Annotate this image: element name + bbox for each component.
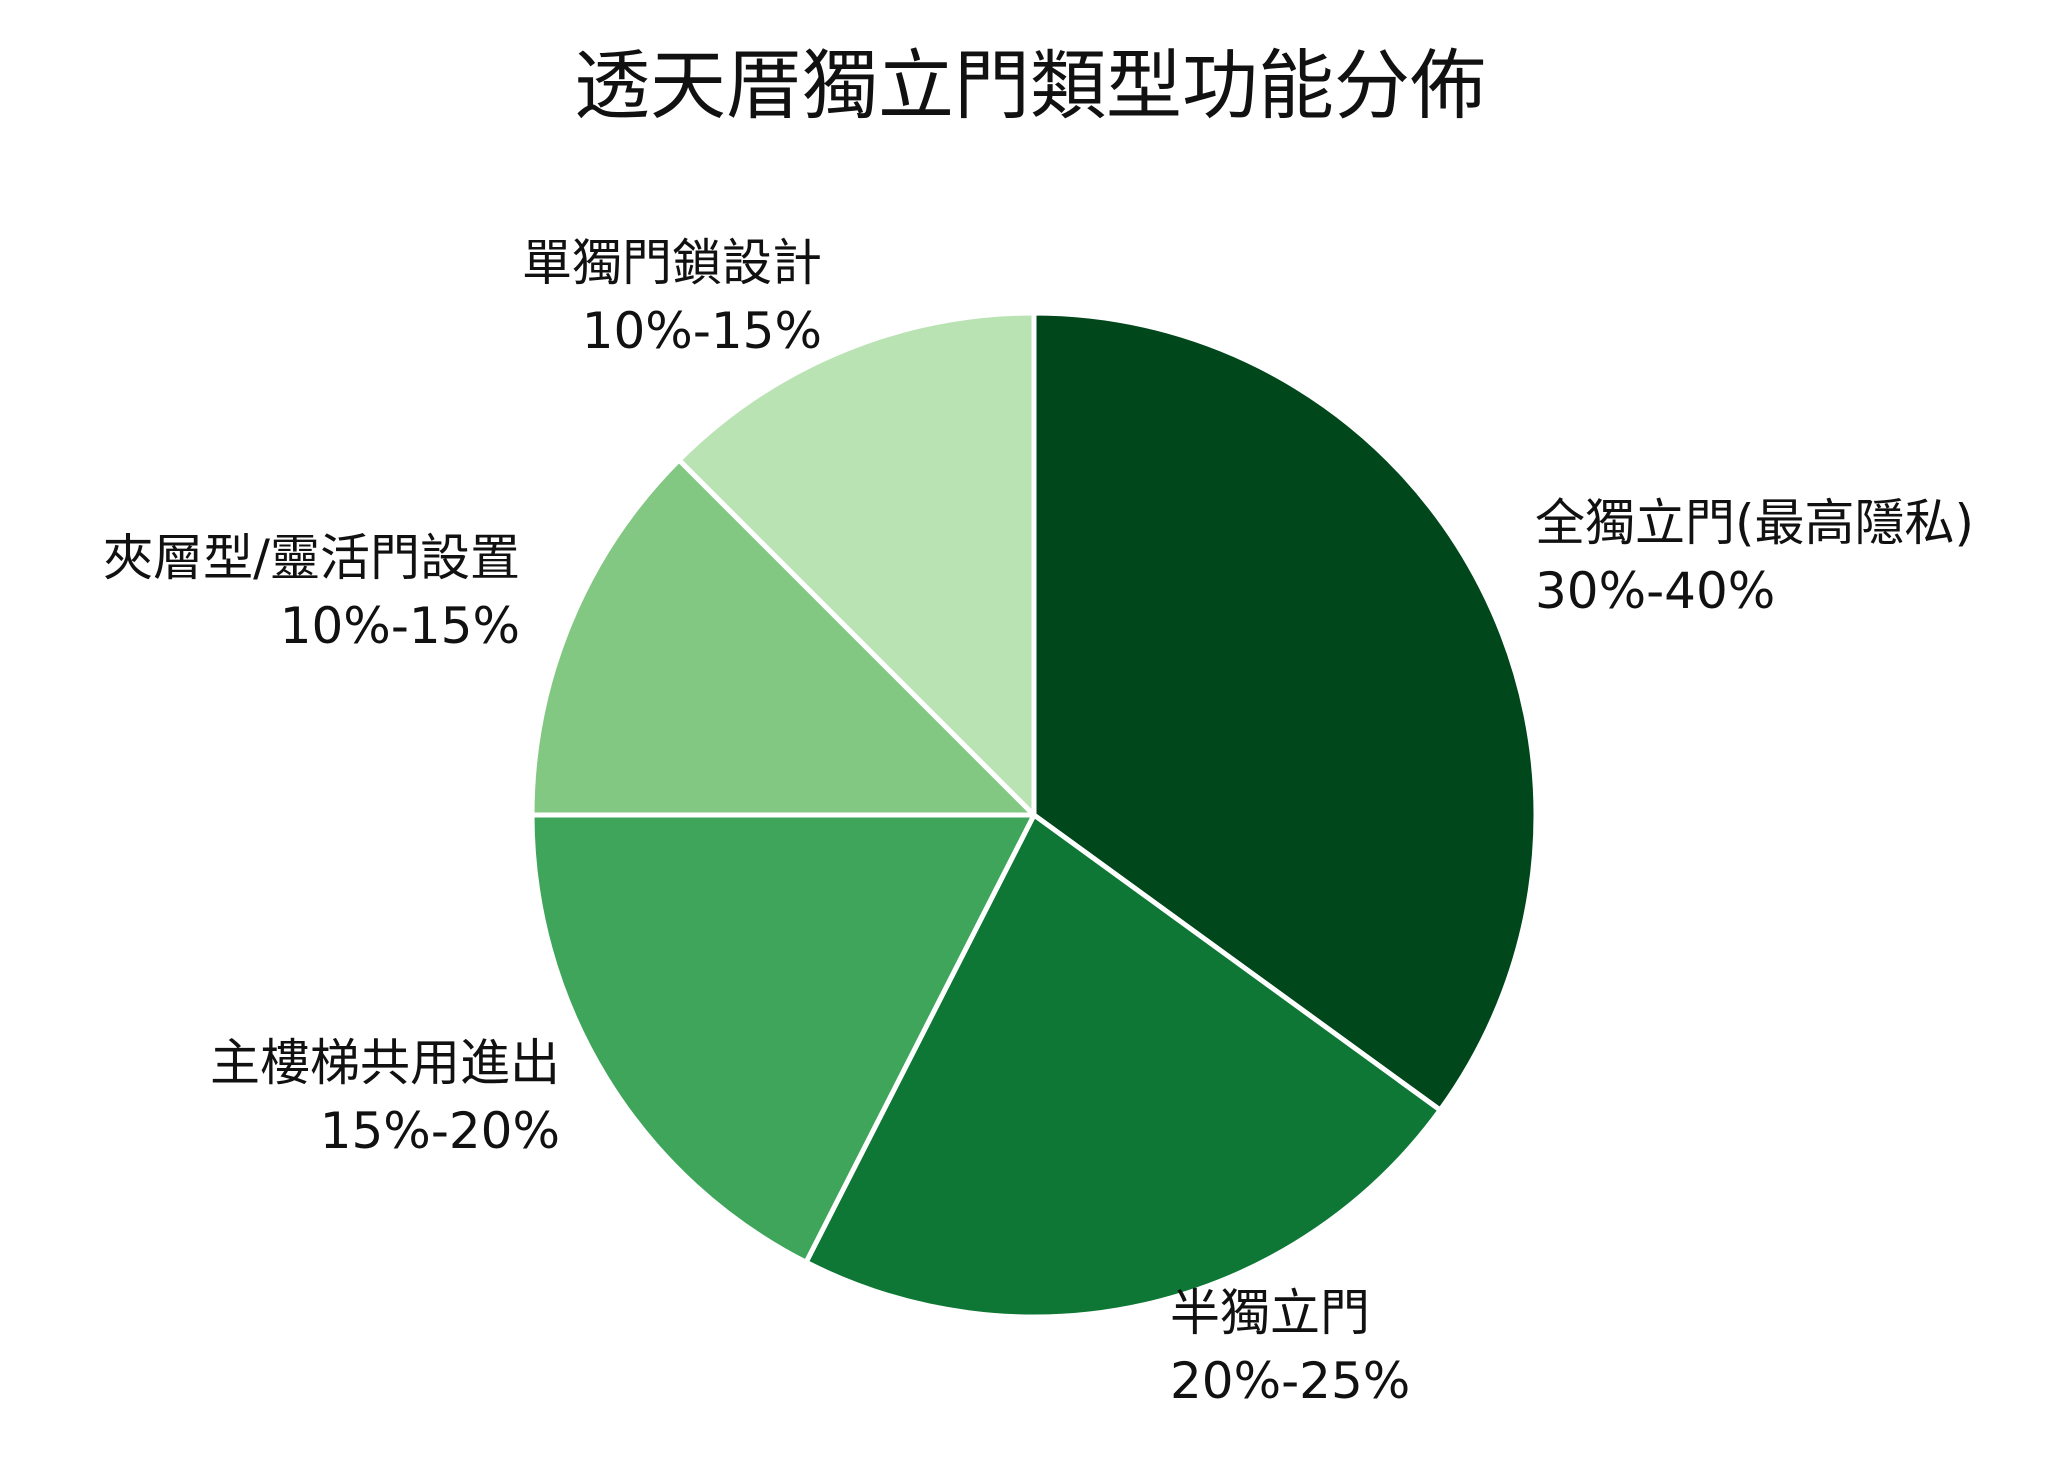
- pie-slice-1: [1031, 310, 1539, 1113]
- slice-label-range-2: 20%-25%: [1170, 1352, 1410, 1410]
- pie-slice-2: [803, 812, 1443, 1320]
- pie-slice-4: [529, 457, 1037, 818]
- pie-slice-3: [529, 812, 1037, 1265]
- slice-label-name-1: 全獨立門(最高隱私): [1535, 494, 1974, 552]
- slice-label-range-3: 15%-20%: [320, 1102, 560, 1160]
- pie-slice-5: [676, 310, 1037, 818]
- slice-label-range-1: 30%-40%: [1535, 562, 1775, 620]
- slice-label-range-5: 10%-15%: [582, 302, 822, 360]
- slice-label-name-4: 夾層型/靈活門設置: [103, 529, 520, 587]
- slice-label-name-5: 單獨門鎖設計: [522, 234, 822, 292]
- chart-title: 透天厝獨立門類型功能分佈: [574, 41, 1486, 130]
- slice-label-name-2: 半獨立門: [1170, 1284, 1370, 1342]
- pie-labels: 全獨立門(最高隱私) 30%-40% 半獨立門 20%-25% 主樓梯共用進出 15%-2…: [103, 234, 1974, 1410]
- slice-label-name-3: 主樓梯共用進出: [210, 1034, 560, 1092]
- pie-slices: [529, 310, 1539, 1320]
- slice-label-range-4: 10%-15%: [280, 597, 520, 655]
